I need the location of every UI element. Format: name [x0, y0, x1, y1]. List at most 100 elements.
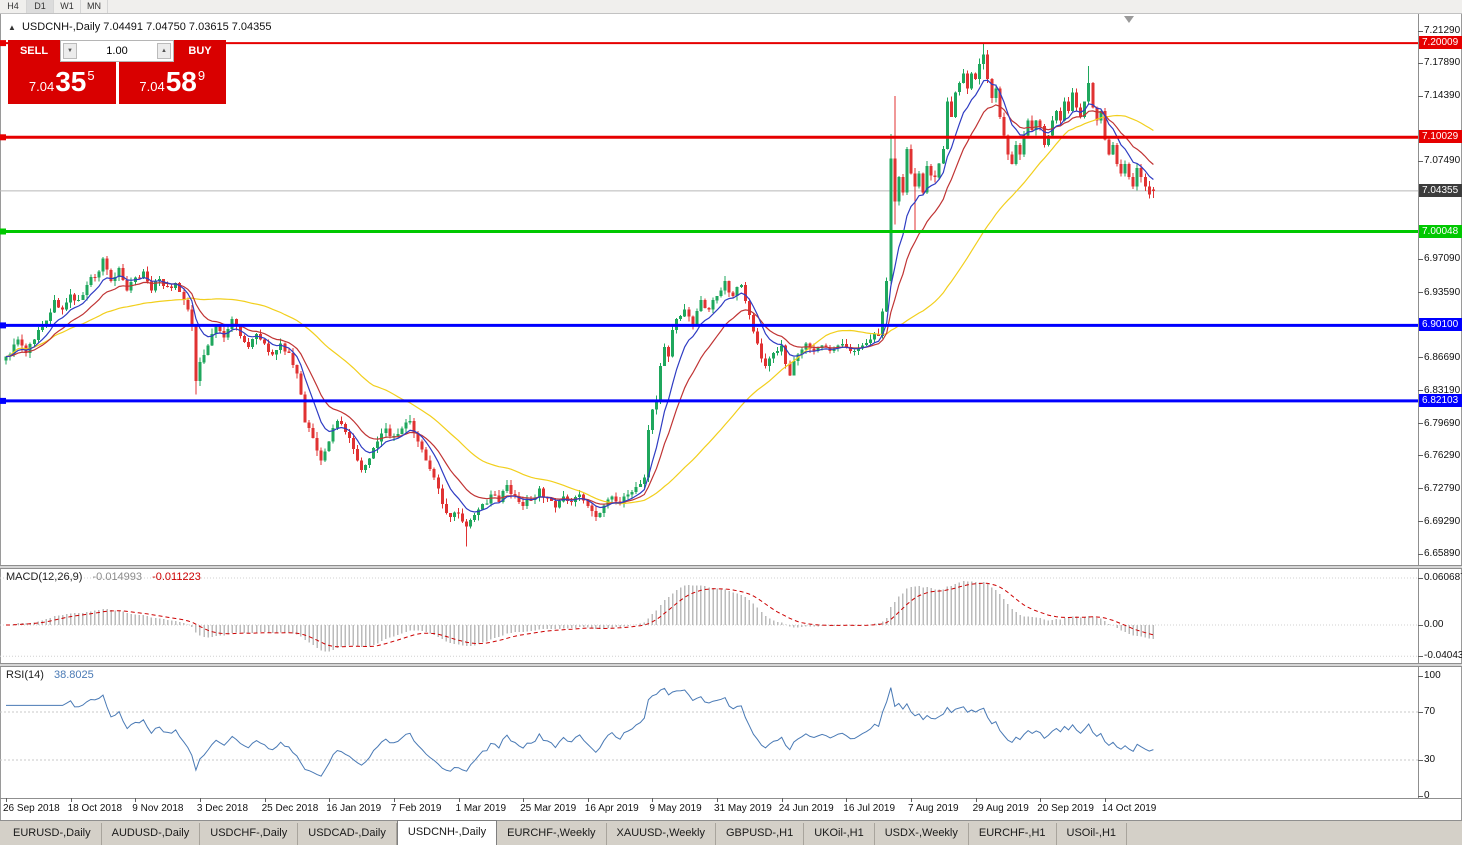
horizontal-line-7.20009[interactable]	[0, 40, 1418, 47]
price-tick-label[interactable]: 7.14390	[1424, 90, 1461, 102]
time-axis-label[interactable]: 9 May 2019	[649, 803, 702, 814]
price-tick	[1418, 160, 1423, 162]
time-tick	[652, 798, 654, 802]
chart-tabs-bar: EURUSD-,Daily AUDUSD-,Daily USDCHF-,Dail…	[0, 820, 1462, 845]
time-axis-label[interactable]: 16 Apr 2019	[584, 803, 639, 814]
rsi-header: RSI(14) 38.8025	[6, 669, 94, 681]
price-line-marker: 6.90100	[1419, 318, 1462, 332]
time-axis-label[interactable]: 14 Oct 2019	[1101, 803, 1157, 814]
rsi-axis-label: 0	[1424, 790, 1430, 801]
time-tick	[199, 798, 201, 802]
time-axis-label[interactable]: 16 Jan 2019	[326, 803, 382, 814]
moving-average-slow	[5, 114, 1154, 505]
horizontal-line-6.90100[interactable]	[0, 322, 1418, 329]
buy-price-prefix: 7.04	[139, 79, 165, 94]
chart-tab-usdcad-daily[interactable]: USDCAD-,Daily	[298, 823, 397, 845]
price-tick-label[interactable]: 6.83190	[1424, 384, 1461, 396]
buy-price-display[interactable]: 7.04 58 9	[118, 62, 226, 104]
price-tick-label[interactable]: 6.72790	[1424, 482, 1461, 494]
macd-tick	[1418, 577, 1423, 579]
timeframe-d1-button[interactable]: D1	[27, 0, 54, 13]
chart-tab-usdx-weekly[interactable]: USDX-,Weekly	[875, 823, 969, 845]
time-tick	[70, 798, 72, 802]
chart-tab-usdcnh-daily[interactable]: USDCNH-,Daily	[396, 820, 498, 845]
price-tick-label[interactable]: 6.86690	[1424, 351, 1461, 363]
chart-tab-usdchf-daily[interactable]: USDCHF-,Daily	[200, 823, 299, 845]
time-axis-label[interactable]: 25 Mar 2019	[520, 803, 577, 814]
volume-decrease-button[interactable]: ▼	[63, 43, 77, 59]
timeframe-h4-button[interactable]: H4	[0, 0, 27, 13]
time-axis-label[interactable]: 20 Sep 2019	[1037, 803, 1094, 814]
price-tick-label[interactable]: 7.17890	[1424, 57, 1461, 69]
pane-splitter-rsi[interactable]	[0, 663, 1462, 667]
time-axis-label[interactable]: 24 Jun 2019	[778, 803, 834, 814]
time-axis-label[interactable]: 31 May 2019	[714, 803, 772, 814]
price-tick	[1418, 553, 1423, 555]
chart-tab-gbpusd-h1[interactable]: GBPUSD-,H1	[716, 823, 805, 845]
price-tick-label[interactable]: 6.79690	[1424, 417, 1461, 429]
price-tick-label[interactable]: 7.07490	[1424, 155, 1461, 167]
time-tick	[587, 798, 589, 802]
price-line-marker: 7.20009	[1419, 36, 1462, 50]
chart-tab-xauusd-weekly[interactable]: XAUUSD-,Weekly	[607, 823, 716, 845]
time-axis-label[interactable]: 1 Mar 2019	[455, 803, 507, 814]
rsi-axis-label: 70	[1424, 706, 1436, 717]
buy-button[interactable]: BUY	[174, 40, 226, 62]
time-axis-label[interactable]: 25 Dec 2018	[261, 803, 319, 814]
chart-tab-eurchf-weekly[interactable]: EURCHF-,Weekly	[497, 823, 607, 845]
time-axis-label[interactable]: 29 Aug 2019	[972, 803, 1029, 814]
time-axis-label[interactable]: 9 Nov 2018	[132, 803, 184, 814]
time-tick	[1104, 798, 1106, 802]
time-axis-label[interactable]: 7 Feb 2019	[390, 803, 442, 814]
horizontal-line-6.82103[interactable]	[0, 397, 1418, 404]
chart-tab-eurusd-daily[interactable]: EURUSD-,Daily	[3, 823, 102, 845]
time-axis-label[interactable]: 18 Oct 2018	[67, 803, 123, 814]
macd-pane[interactable]	[0, 569, 1462, 663]
timeframe-w1-button[interactable]: W1	[54, 0, 81, 13]
current-price-marker: 7.04355	[1419, 183, 1462, 197]
time-axis-label[interactable]: 7 Aug 2019	[908, 803, 959, 814]
price-tick	[1418, 521, 1423, 523]
time-tick	[264, 798, 266, 802]
chart-tab-audusd-daily[interactable]: AUDUSD-,Daily	[102, 823, 201, 845]
price-tick-label[interactable]: 6.93590	[1424, 286, 1461, 298]
volume-increase-button[interactable]: ▲	[157, 43, 171, 59]
volume-input[interactable]	[88, 45, 146, 57]
time-tick	[975, 798, 977, 802]
sell-price-pipette: 5	[87, 68, 95, 83]
chart-title: ▲ USDCNH-,Daily 7.04491 7.04750 7.03615 …	[8, 21, 272, 33]
timeframe-mn-button[interactable]: MN	[81, 0, 108, 13]
time-tick	[781, 798, 783, 802]
time-axis-label[interactable]: 26 Sep 2018	[3, 803, 60, 814]
timeframe-toolbar: H4 D1 W1 MN	[0, 0, 1462, 14]
sell-button[interactable]: SELL	[8, 40, 60, 62]
pane-splitter-macd[interactable]	[0, 565, 1462, 569]
rsi-value: 38.8025	[53, 669, 94, 681]
rsi-pane[interactable]	[0, 667, 1462, 798]
sell-price-prefix: 7.04	[28, 79, 55, 94]
sell-price-display[interactable]: 7.04 35 5	[8, 62, 116, 104]
price-tick	[1418, 390, 1423, 392]
horizontal-line-7.10029[interactable]	[0, 134, 1418, 141]
price-tick	[1418, 488, 1423, 490]
chart-shift-marker[interactable]	[1124, 16, 1134, 23]
chart-tab-usoil-h1[interactable]: USOil-,H1	[1057, 823, 1128, 845]
chart-tab-eurchf-h1[interactable]: EURCHF-,H1	[969, 823, 1057, 845]
macd-title: MACD(12,26,9)	[6, 571, 83, 583]
macd-header: MACD(12,26,9) -0.014993 -0.011223	[6, 571, 201, 583]
price-tick-label[interactable]: 6.97090	[1424, 253, 1461, 265]
horizontal-line-7.00048[interactable]	[0, 228, 1418, 235]
price-chart-pane[interactable]	[0, 14, 1462, 565]
volume-field: ▼ ▲	[60, 40, 174, 62]
chart-tab-ukoil-h1[interactable]: UKOil-,H1	[804, 823, 875, 845]
price-tick-label[interactable]: 7.21290	[1424, 25, 1461, 36]
time-tick	[523, 798, 525, 802]
time-tick	[458, 798, 460, 802]
price-tick-label[interactable]: 6.65890	[1424, 548, 1461, 559]
price-tick-label[interactable]: 6.76290	[1424, 449, 1461, 461]
time-axis-label[interactable]: 16 Jul 2019	[843, 803, 896, 814]
price-tick-label[interactable]: 6.69290	[1424, 515, 1461, 527]
symbol-marker-icon: ▲	[8, 23, 16, 32]
time-axis-label[interactable]: 3 Dec 2018	[196, 803, 249, 814]
